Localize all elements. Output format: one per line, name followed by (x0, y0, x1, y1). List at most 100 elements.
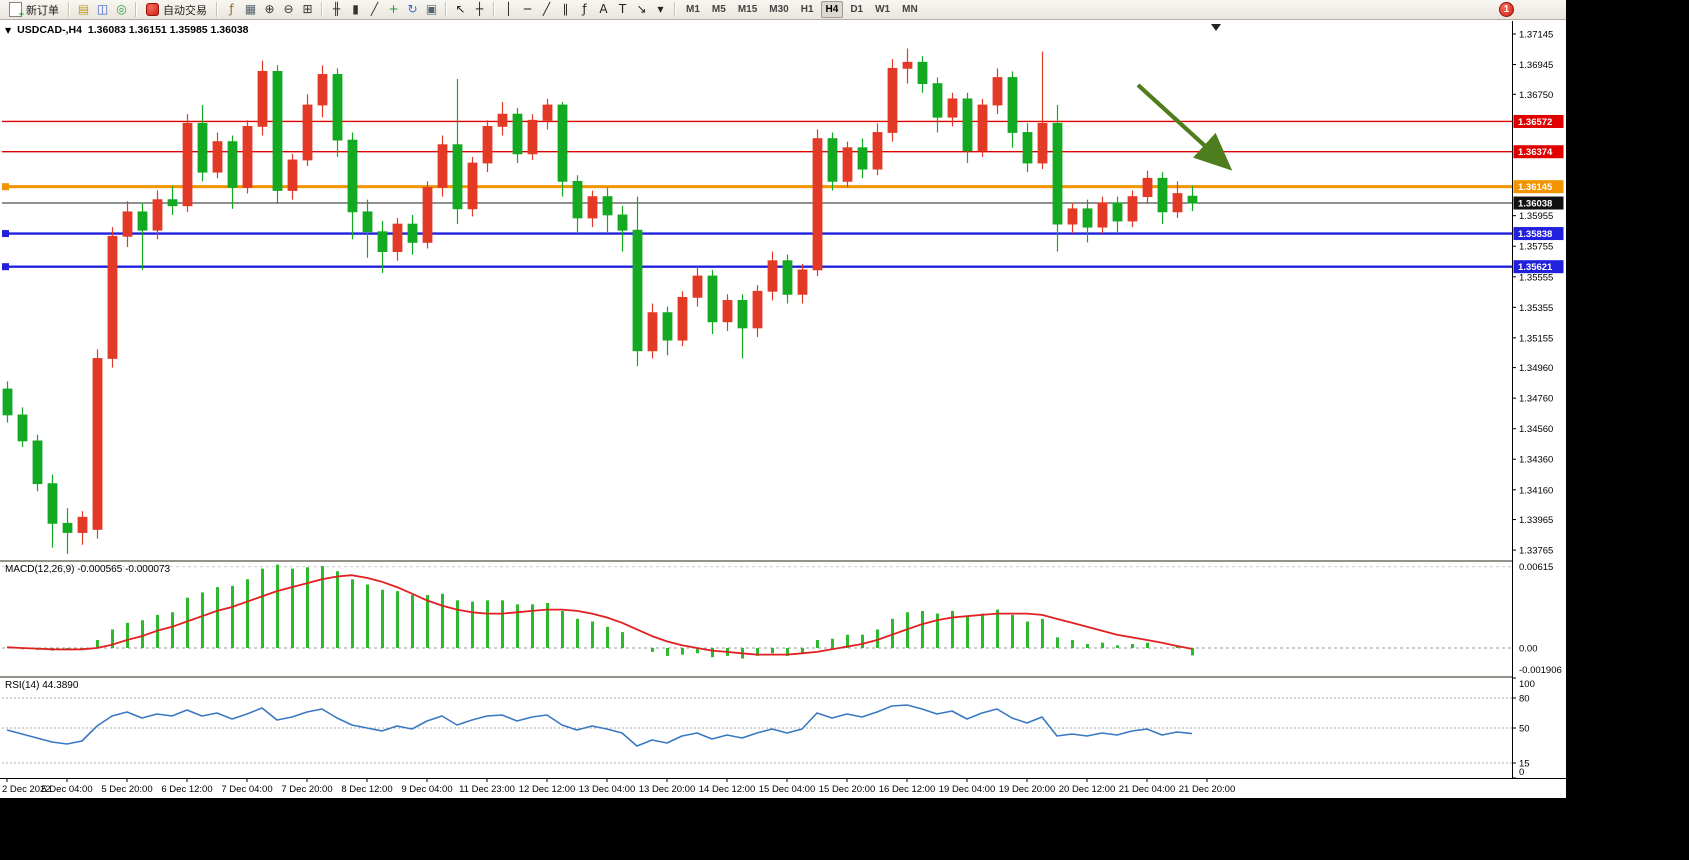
equidistant-channel-icon[interactable]: ∥ (562, 2, 569, 16)
svg-text:1.35555: 1.35555 (1519, 272, 1553, 283)
toolbar-separator (674, 2, 676, 17)
svg-text:1.35155: 1.35155 (1519, 333, 1553, 344)
panel-separator[interactable] (0, 560, 1512, 562)
svg-text:21 Dec 20:00: 21 Dec 20:00 (1179, 784, 1236, 795)
rsi-label: RSI(14) 44.3890 (5, 680, 79, 691)
cursor-tools-group: ↖ ┼ (451, 1, 489, 18)
svg-text:1.36945: 1.36945 (1519, 60, 1553, 71)
svg-text:1.34960: 1.34960 (1519, 363, 1553, 374)
navigator-icon[interactable]: ◎ (116, 2, 127, 16)
bar-chart-icon[interactable]: ╫ (332, 2, 341, 16)
svg-text:1.36750: 1.36750 (1519, 90, 1553, 101)
market-watch-icon[interactable]: ▤ (77, 2, 90, 16)
timeframe-m5[interactable]: M5 (711, 4, 726, 15)
line-chart-icon[interactable]: ╱ (370, 2, 379, 16)
svg-text:13 Dec 20:00: 13 Dec 20:00 (639, 784, 696, 795)
svg-text:1.37145: 1.37145 (1519, 29, 1553, 40)
indicators-icon[interactable]: ƒ (229, 2, 234, 16)
rsi-panel[interactable] (2, 678, 1512, 778)
timeframe-m1[interactable]: M1 (686, 4, 700, 15)
macd-label: MACD(12,26,9) -0.000565 -0.000073 (5, 564, 171, 575)
text-icon[interactable]: A (599, 2, 608, 16)
auto-trading-icon (146, 3, 159, 16)
svg-text:5 Dec 20:00: 5 Dec 20:00 (101, 784, 152, 795)
svg-text:2 Dec 2022: 2 Dec 2022 (2, 784, 51, 795)
data-window-icon[interactable]: ◫ (96, 2, 109, 16)
toolbar-separator (216, 2, 218, 17)
profiles-icon[interactable]: ↻ (407, 2, 418, 16)
svg-text:8 Dec 12:00: 8 Dec 12:00 (341, 784, 392, 795)
trend-arrow-annotation[interactable] (1136, 83, 1233, 171)
toolbar-separator (445, 2, 447, 17)
svg-text:20 Dec 12:00: 20 Dec 12:00 (1059, 784, 1116, 795)
chart-symbol: USDCAD-,H4 (17, 24, 82, 36)
macd-panel[interactable] (2, 562, 1512, 676)
chevron-down-icon[interactable]: ▼ (5, 25, 12, 35)
text-label-icon[interactable]: T (618, 2, 627, 16)
new-order-label: 新订单 (26, 4, 59, 17)
toolbar: + 新订单 ▤ ◫ ◎ 自动交易 ƒ ▦ ⊕ ⊖ ⊞ ╫ ▮ ╱ + ↻ ▣ ↖ ┼ │ ─ ╱ ∥ ƒ A T ↘ ▾… (0, 0, 1566, 20)
templates-icon[interactable]: ▣ (425, 2, 438, 16)
notification-badge[interactable]: 1 (1499, 2, 1514, 17)
svg-text:19 Dec 04:00: 19 Dec 04:00 (939, 784, 996, 795)
candlestick-chart-icon[interactable]: ▮ (352, 2, 359, 16)
svg-text:100: 100 (1519, 679, 1535, 690)
arrows-icon[interactable]: ↘ (636, 2, 647, 16)
svg-text:1.35355: 1.35355 (1519, 303, 1553, 314)
svg-text:12 Dec 12:00: 12 Dec 12:00 (519, 784, 576, 795)
svg-text:1.34160: 1.34160 (1519, 485, 1553, 496)
svg-text:15 Dec 20:00: 15 Dec 20:00 (819, 784, 876, 795)
svg-text:1.35838: 1.35838 (1518, 229, 1552, 240)
timeframe-w1[interactable]: W1 (875, 4, 891, 15)
svg-text:1.34360: 1.34360 (1519, 455, 1553, 466)
zoom-in-icon[interactable]: ⊕ (264, 2, 275, 16)
drawing-tools-group: │ ─ ╱ ∥ ƒ A T ↘ ▾ (499, 1, 670, 18)
timeframe-h1[interactable]: H1 (800, 4, 814, 15)
svg-text:6 Dec 12:00: 6 Dec 12:00 (161, 784, 212, 795)
timeframe-h4[interactable]: H4 (820, 1, 844, 18)
auto-trading-button[interactable]: 自动交易 (141, 1, 212, 19)
svg-text:0.00: 0.00 (1519, 643, 1538, 654)
new-chart-icon[interactable]: + (388, 2, 399, 16)
cursor-icon[interactable]: ↖ (455, 2, 466, 16)
svg-text:1.36038: 1.36038 (1518, 199, 1552, 210)
timeframe-m15[interactable]: M15 (737, 4, 758, 15)
chart-shift-marker[interactable] (1211, 24, 1221, 31)
panel-separator[interactable] (0, 676, 1512, 678)
svg-text:1.36572: 1.36572 (1518, 117, 1552, 128)
timeframe-m30[interactable]: M30 (769, 4, 789, 15)
fibonacci-icon[interactable]: ƒ (582, 2, 587, 16)
svg-text:15: 15 (1519, 759, 1530, 770)
new-order-button[interactable]: + 新订单 (4, 1, 64, 19)
crosshair-icon[interactable]: ┼ (475, 2, 484, 16)
chart-ohlc: 1.36083 1.36151 1.35985 1.36038 (87, 24, 249, 36)
svg-text:19 Dec 20:00: 19 Dec 20:00 (999, 784, 1056, 795)
objects-list-icon[interactable]: ▦ (244, 2, 257, 16)
horizontal-line-icon[interactable]: ─ (523, 2, 532, 16)
zoom-out-icon[interactable]: ⊖ (283, 2, 294, 16)
tile-windows-icon[interactable]: ⊞ (302, 2, 313, 16)
timeframe-mn[interactable]: MN (902, 4, 918, 15)
svg-text:1.33965: 1.33965 (1519, 515, 1553, 526)
svg-text:15 Dec 04:00: 15 Dec 04:00 (759, 784, 816, 795)
svg-text:0: 0 (1519, 767, 1524, 778)
svg-text:1.33765: 1.33765 (1519, 546, 1553, 557)
window-icons-group: ▤ ◫ ◎ (74, 1, 131, 18)
svg-text:1.36145: 1.36145 (1518, 182, 1553, 193)
svg-text:5 Dec 04:00: 5 Dec 04:00 (41, 784, 92, 795)
shapes-dropdown-icon[interactable]: ▾ (657, 2, 664, 16)
chart-type-group: ╫ ▮ ╱ + ↻ ▣ (327, 1, 441, 18)
svg-text:1.34760: 1.34760 (1519, 394, 1553, 405)
trendline-icon[interactable]: ╱ (542, 2, 551, 16)
svg-text:50: 50 (1519, 724, 1530, 735)
chart-window: ▼ USDCAD-,H4 1.36083 1.36151 1.35985 1.3… (0, 21, 1566, 798)
timeframe-d1[interactable]: D1 (850, 4, 864, 15)
vertical-line-icon[interactable]: │ (504, 2, 513, 16)
svg-text:16 Dec 12:00: 16 Dec 12:00 (879, 784, 936, 795)
svg-text:80: 80 (1519, 694, 1530, 705)
price-chart[interactable] (2, 23, 1512, 560)
time-axis-separator (0, 778, 1566, 779)
price-axis[interactable]: 1.37145 1.36945 1.36750 1.35955 1.35755 1.355… (1512, 21, 1566, 778)
svg-text:1.35621: 1.35621 (1518, 262, 1553, 273)
